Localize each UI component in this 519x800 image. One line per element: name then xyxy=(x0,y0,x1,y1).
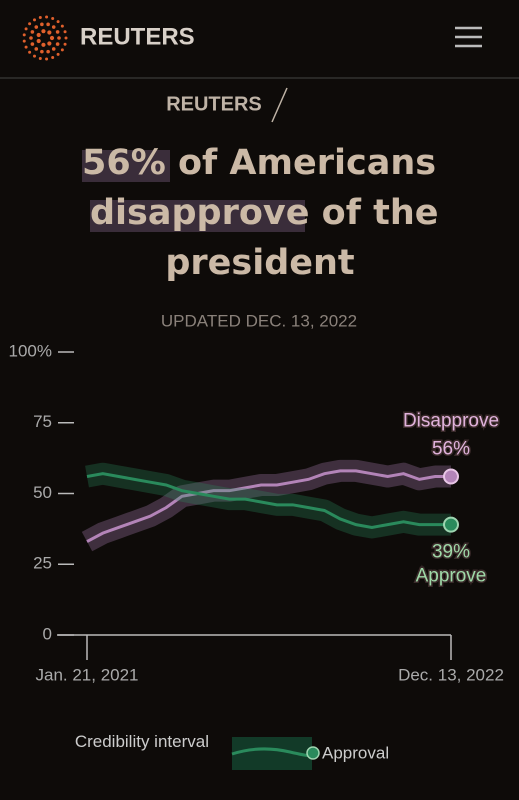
logo-dot xyxy=(40,49,44,54)
logo-dot xyxy=(63,30,67,34)
y-tick-label: 75 xyxy=(33,412,52,431)
logo-dot xyxy=(33,18,36,22)
x-tick-label: Jan. 21, 2021 xyxy=(35,665,138,684)
logo-dot xyxy=(46,49,50,54)
logo-dot xyxy=(47,30,52,35)
logo-dot xyxy=(28,50,32,54)
logo-dot xyxy=(33,54,36,58)
logo-dot xyxy=(29,36,33,40)
title: president xyxy=(165,243,354,283)
logo-dot xyxy=(55,30,60,34)
logo-dot xyxy=(51,47,56,51)
divider xyxy=(271,87,288,123)
logo-dot xyxy=(36,32,41,38)
brand[interactable]: REUTERS xyxy=(80,23,195,50)
logo-dot xyxy=(34,47,39,51)
logo-dot xyxy=(55,42,60,46)
value-label: 56% xyxy=(432,439,470,460)
logo-dot xyxy=(24,27,28,31)
menu[interactable] xyxy=(455,26,482,48)
logo xyxy=(22,15,68,61)
logo-dot xyxy=(51,25,56,29)
logo-dot xyxy=(51,56,55,60)
logo-dot xyxy=(56,20,60,24)
y-tick-label: 100% xyxy=(9,341,52,360)
series-name: Approve xyxy=(416,566,487,587)
title: 56% of Americans xyxy=(82,143,436,183)
logo-dot xyxy=(63,42,67,46)
logo-dot xyxy=(28,22,32,26)
logo-dot xyxy=(40,22,44,27)
y-tick-label: 50 xyxy=(33,483,52,502)
series-name: Disapprove xyxy=(403,411,499,432)
logo-dot xyxy=(22,39,26,43)
logo-dot xyxy=(57,36,61,40)
series-line xyxy=(86,469,451,543)
y-tick-label: 25 xyxy=(33,554,52,573)
logo-dot xyxy=(45,15,49,19)
logo-dot xyxy=(38,56,42,60)
end-dot xyxy=(443,468,459,485)
logo-dot xyxy=(22,33,26,37)
subtitle: UPDATED DEC. 13, 2022 xyxy=(161,311,357,330)
highlight xyxy=(82,150,170,182)
logo-dot xyxy=(41,29,46,34)
legend: Credibility interval Approval xyxy=(75,732,389,770)
legend-label: Approval xyxy=(322,743,389,762)
logo-dot xyxy=(47,41,52,46)
legend-dot xyxy=(306,746,320,760)
legend-label: Credibility interval xyxy=(75,732,209,751)
end-dot xyxy=(443,516,459,533)
highlight xyxy=(90,200,305,232)
logo-dot xyxy=(60,24,64,28)
logo-dot xyxy=(51,16,55,20)
logo-dot xyxy=(38,16,42,20)
logo-dot xyxy=(24,45,28,49)
series-line xyxy=(86,472,451,529)
logo-dot xyxy=(30,30,35,34)
logo-dot xyxy=(60,48,64,52)
title: disapprove of the xyxy=(90,193,439,233)
logo-dot xyxy=(45,57,49,61)
logo-dot xyxy=(64,36,68,40)
x-tick-label: Dec. 13, 2022 xyxy=(398,665,504,684)
logo-dot xyxy=(41,42,46,47)
logo-dot xyxy=(36,38,41,44)
logo-dot xyxy=(46,22,50,27)
value-label: 39% xyxy=(432,542,470,563)
logo-dot xyxy=(34,25,39,29)
sub-brand: REUTERS xyxy=(166,93,262,115)
logo-dot xyxy=(30,42,35,46)
y-tick-label: 0 xyxy=(43,624,52,643)
logo-dot xyxy=(56,52,60,56)
logo-dot xyxy=(49,35,55,41)
